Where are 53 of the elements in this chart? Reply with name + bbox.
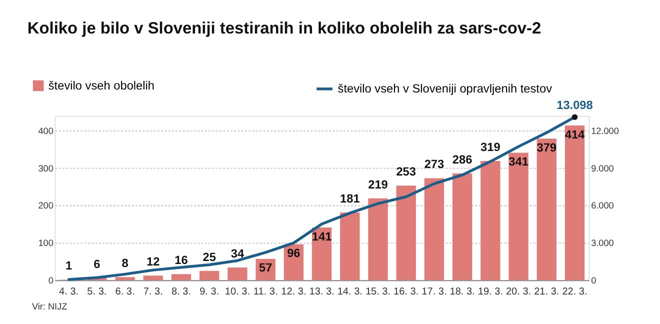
- text: Vir: NIJZ: [32, 301, 68, 312]
- y-tick-label: 400: [38, 126, 54, 136]
- y2-tick-label: 0: [591, 275, 596, 286]
- x-tick-label: 14. 3.: [337, 286, 362, 298]
- legend-label: število vseh obolelih: [48, 78, 155, 92]
- data-label: 57: [258, 260, 273, 275]
- data-label: 181: [340, 192, 360, 206]
- data-label: 1: [66, 258, 73, 273]
- y2-tick-label: 6.000: [591, 200, 614, 211]
- x-tick-label: 7. 3.: [143, 286, 163, 298]
- legend-label: število vseh v Sloveniji opravljenih testov: [338, 82, 552, 96]
- x-tick-label: 19. 3.: [478, 286, 503, 298]
- y-tick-label: 200: [38, 200, 54, 211]
- data-label: 16: [174, 253, 188, 268]
- y-tick-label: 300: [38, 163, 54, 174]
- x-tick-label: 16. 3.: [394, 286, 419, 298]
- data-label: 141: [312, 229, 332, 244]
- data-label: 13.098: [556, 98, 594, 112]
- data-label: 6: [94, 256, 101, 271]
- data-label: 319: [480, 140, 501, 154]
- chart-title: Koliko je bilo v Sloveniji testiranih in koliko obolelih za sars-cov-2: [27, 20, 542, 38]
- x-tick-label: 11. 3.: [253, 286, 278, 298]
- x-tick-label: 21. 3.: [534, 286, 560, 298]
- data-label: 12: [146, 254, 160, 269]
- x-tick-label: 4. 3.: [59, 286, 79, 298]
- data-label: 25: [202, 250, 216, 264]
- y-tick-label: 0: [48, 275, 54, 286]
- x-tick-label: 20. 3.: [506, 286, 532, 298]
- x-tick-label: 10. 3.: [224, 286, 250, 298]
- x-tick-label: 6. 3.: [115, 286, 135, 298]
- data-label: 34: [230, 246, 244, 260]
- y-tick-label: 100: [38, 238, 54, 248]
- data-label: 379: [536, 140, 557, 154]
- x-tick-label: 15. 3.: [365, 286, 391, 298]
- y2-tick-label: 9.000: [591, 163, 614, 174]
- y2-tick-label: 12.000: [591, 126, 619, 136]
- data-label: 219: [368, 177, 388, 192]
- x-tick-label: 17. 3.: [422, 286, 447, 298]
- x-tick-label: 13. 3.: [309, 286, 334, 298]
- x-tick-label: 22. 3.: [562, 286, 588, 298]
- data-label: 8: [122, 256, 129, 270]
- x-tick-label: 12. 3.: [281, 286, 306, 298]
- data-label: 273: [424, 157, 445, 172]
- data-label: 286: [452, 152, 473, 166]
- data-label: 253: [396, 164, 416, 179]
- data-label: 414: [564, 127, 586, 142]
- y2-tick-label: 3.000: [591, 238, 614, 248]
- x-tick-label: 9. 3.: [200, 286, 220, 298]
- data-label: 96: [287, 246, 301, 260]
- x-tick-label: 8. 3.: [171, 286, 192, 298]
- data-label: 341: [508, 154, 529, 169]
- x-tick-label: 5. 3.: [87, 286, 107, 298]
- x-tick-label: 18. 3.: [450, 286, 475, 298]
